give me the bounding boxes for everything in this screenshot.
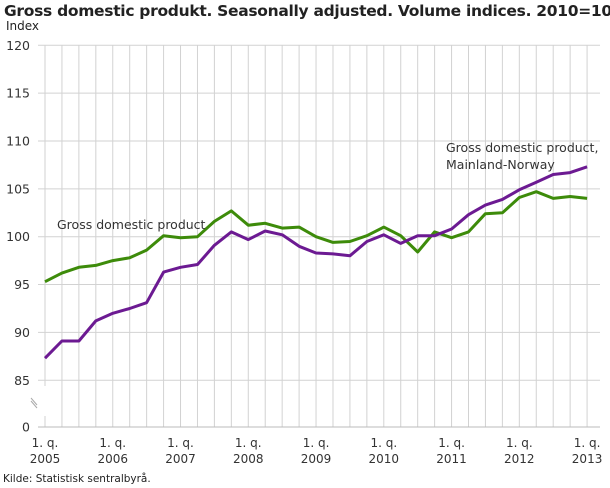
x-tick-label-quarter: 1. q. — [370, 436, 397, 450]
axis-break-gap — [42, 386, 48, 416]
x-tick-label-quarter: 1. q. — [438, 436, 465, 450]
y-tick-label: 110 — [6, 134, 30, 149]
x-tick-label-year: 2010 — [369, 452, 400, 466]
y-tick-label: 105 — [6, 181, 30, 196]
series-label-gdp: Gross domestic product — [57, 217, 206, 232]
x-tick-label-year: 2012 — [504, 452, 535, 466]
axis-break-mark — [30, 400, 38, 409]
y-tick-label: 0 — [22, 420, 30, 435]
chart-title: Gross domestic produkt. Seasonally adjus… — [4, 2, 610, 20]
y-tick-label: 95 — [14, 277, 30, 292]
source-note: Kilde: Statistisk sentralbyrå. — [3, 473, 151, 485]
x-tick-label-quarter: 1. q. — [574, 436, 601, 450]
x-tick-label-quarter: 1. q. — [167, 436, 194, 450]
x-tick-label-year: 2008 — [233, 452, 264, 466]
x-tick-label-quarter: 1. q. — [235, 436, 262, 450]
y-tick-label: 100 — [6, 229, 30, 244]
x-tick-label-year: 2006 — [97, 452, 128, 466]
y-tick-label: 90 — [14, 325, 30, 340]
x-tick-label-year: 2005 — [30, 452, 61, 466]
y-axis-label: Index — [6, 19, 40, 33]
x-tick-label-year: 2007 — [165, 452, 196, 466]
y-tick-label: 120 — [6, 38, 30, 53]
x-tick-label-quarter: 1. q. — [32, 436, 59, 450]
x-tick-label-quarter: 1. q. — [506, 436, 533, 450]
x-tick-label-quarter: 1. q. — [99, 436, 126, 450]
series-label-gdp-mainland: Mainland-Norway — [446, 157, 555, 172]
y-tick-label: 85 — [14, 373, 30, 388]
x-tick-label-year: 2011 — [436, 452, 467, 466]
y-tick-label: 115 — [6, 86, 30, 101]
series-label-gdp-mainland: Gross domestic product, — [446, 140, 598, 155]
x-tick-label-quarter: 1. q. — [303, 436, 330, 450]
x-tick-label-year: 2013 — [572, 452, 603, 466]
x-tick-label-year: 2009 — [301, 452, 332, 466]
axis-break-mark — [30, 397, 38, 406]
